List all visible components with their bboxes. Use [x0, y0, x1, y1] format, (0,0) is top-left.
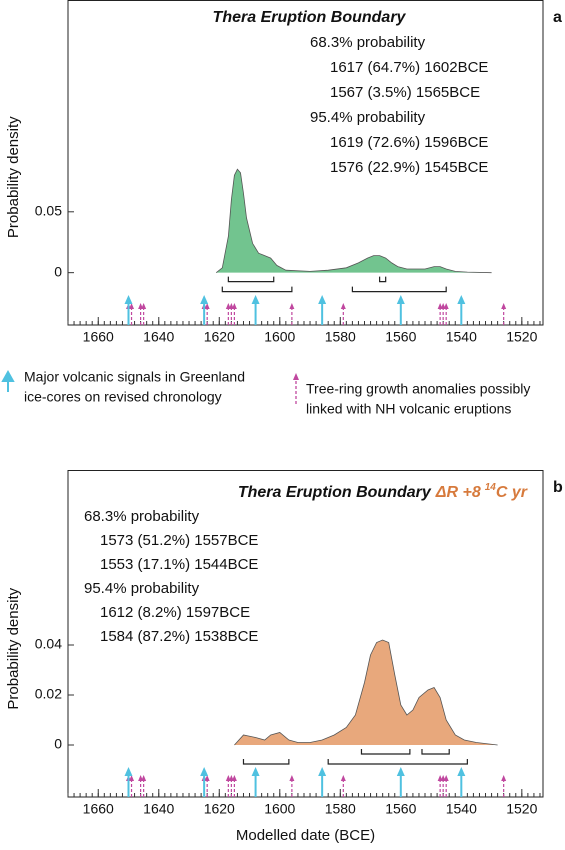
- y-tick-label: 0: [54, 263, 62, 279]
- title-main: Thera Eruption Boundary: [238, 484, 432, 501]
- ice-core-arrowhead: [200, 767, 209, 776]
- tree-ring-arrowhead: [501, 303, 507, 309]
- x-tick-label: 1540: [446, 801, 477, 817]
- y-tick-label: 0.05: [35, 203, 62, 219]
- x-tick-label: 1580: [325, 801, 356, 817]
- tree-ring-arrowhead: [443, 775, 449, 781]
- legend-text: ice-cores on revised chronology: [24, 389, 222, 405]
- tree-ring-arrowhead: [443, 303, 449, 309]
- summary-heading: 95.4% probability: [84, 580, 200, 597]
- summary-range: 1573 (51.2%) 1557BCE: [100, 532, 258, 549]
- x-tick-label: 1560: [385, 801, 416, 817]
- ice-core-arrowhead: [251, 295, 260, 304]
- x-tick-label: 1640: [143, 801, 174, 817]
- ice-core-arrowhead: [200, 295, 209, 304]
- ice-core-arrowhead: [124, 295, 133, 304]
- range-bracket: [227, 276, 275, 283]
- x-tick-label: 1620: [204, 801, 235, 817]
- chart-title: Thera Eruption Boundary ΔR +8 14C yr: [238, 482, 528, 502]
- panel-label: b: [553, 479, 563, 496]
- x-tick-label: 1600: [264, 329, 295, 345]
- ice-core-arrowhead: [318, 767, 327, 776]
- summary-range: 1617 (64.7%) 1602BCE: [330, 59, 488, 76]
- density-area: [216, 169, 492, 273]
- range-bracket: [421, 749, 450, 755]
- x-tick-label: 1620: [204, 329, 235, 345]
- y-tick-label: 0.04: [35, 636, 62, 652]
- summary-range: 1567 (3.5%) 1565BCE: [330, 84, 480, 101]
- y-tick-label: 0.02: [35, 686, 62, 702]
- x-tick-label: 1660: [83, 329, 114, 345]
- summary-range: 1619 (72.6%) 1596BCE: [330, 134, 488, 151]
- chart-title: Thera Eruption Boundary: [213, 9, 407, 26]
- tree-ring-arrowhead: [340, 775, 346, 781]
- x-axis-label: Modelled date (BCE): [236, 827, 375, 844]
- summary-range: 1612 (8.2%) 1597BCE: [100, 604, 250, 621]
- range-bracket: [242, 759, 290, 765]
- panel-label: a: [553, 9, 562, 26]
- ice-core-arrowhead: [457, 295, 466, 304]
- y-tick-label: 0: [54, 736, 62, 752]
- ice-core-arrowhead: [396, 767, 405, 776]
- y-axis-label: Probability density: [5, 587, 22, 709]
- tree-ring-arrowhead: [141, 303, 147, 309]
- x-tick-label: 1580: [325, 329, 356, 345]
- summary-range: 1584 (87.2%) 1538BCE: [100, 628, 258, 645]
- x-tick-label: 1600: [264, 801, 295, 817]
- y-axis-label: Probability density: [5, 116, 22, 238]
- summary-heading: 68.3% probability: [310, 34, 426, 51]
- range-bracket: [379, 276, 387, 283]
- legend-text: Tree-ring growth anomalies possibly: [306, 381, 530, 397]
- legend-text: linked with NH volcanic eruptions: [306, 401, 511, 417]
- x-tick-label: 1640: [143, 329, 174, 345]
- x-tick-label: 1520: [506, 801, 537, 817]
- ice-core-arrowhead: [318, 295, 327, 304]
- plot-frame: [67, 0, 544, 326]
- range-bracket: [327, 759, 468, 765]
- tree-ring-arrowhead: [340, 303, 346, 309]
- tree-ring-arrowhead: [289, 775, 295, 781]
- tree-ring-arrowhead: [129, 775, 135, 781]
- x-tick-label: 1540: [446, 329, 477, 345]
- tree-ring-arrowhead: [231, 775, 237, 781]
- ice-core-arrowhead: [124, 767, 133, 776]
- legend-ice-arrow: [1, 369, 15, 392]
- summary-heading: 68.3% probability: [84, 508, 200, 525]
- tree-ring-arrowhead: [289, 303, 295, 309]
- tree-ring-arrowhead: [501, 775, 507, 781]
- summary-range: 1576 (22.9%) 1545BCE: [330, 159, 488, 176]
- ice-core-arrowhead: [251, 767, 260, 776]
- legend-tree-arrowhead: [293, 373, 299, 380]
- density-area: [234, 640, 498, 745]
- x-tick-label: 1660: [83, 801, 114, 817]
- ice-core-arrowhead: [457, 767, 466, 776]
- title-note: ΔR +8: [435, 484, 481, 501]
- range-bracket: [360, 749, 411, 755]
- density-line: [234, 639, 498, 746]
- tree-ring-arrowhead: [231, 303, 237, 309]
- tree-ring-arrowhead: [204, 775, 210, 781]
- summary-range: 1553 (17.1%) 1544BCE: [100, 556, 258, 573]
- legend-text: Major volcanic signals in Greenland: [24, 369, 245, 385]
- x-tick-label: 1560: [385, 329, 416, 345]
- title-note-sup: 14: [485, 482, 497, 493]
- summary-heading: 95.4% probability: [310, 109, 426, 126]
- range-bracket: [221, 286, 293, 293]
- density-line: [215, 168, 492, 274]
- tree-ring-arrowhead: [141, 775, 147, 781]
- range-bracket: [351, 286, 447, 293]
- plot-frame: [67, 470, 544, 798]
- tree-ring-arrowhead: [204, 303, 210, 309]
- ice-core-arrowhead: [396, 295, 405, 304]
- x-tick-label: 1520: [506, 329, 537, 345]
- tree-ring-arrowhead: [129, 303, 135, 309]
- title-note-end: C yr: [496, 484, 528, 501]
